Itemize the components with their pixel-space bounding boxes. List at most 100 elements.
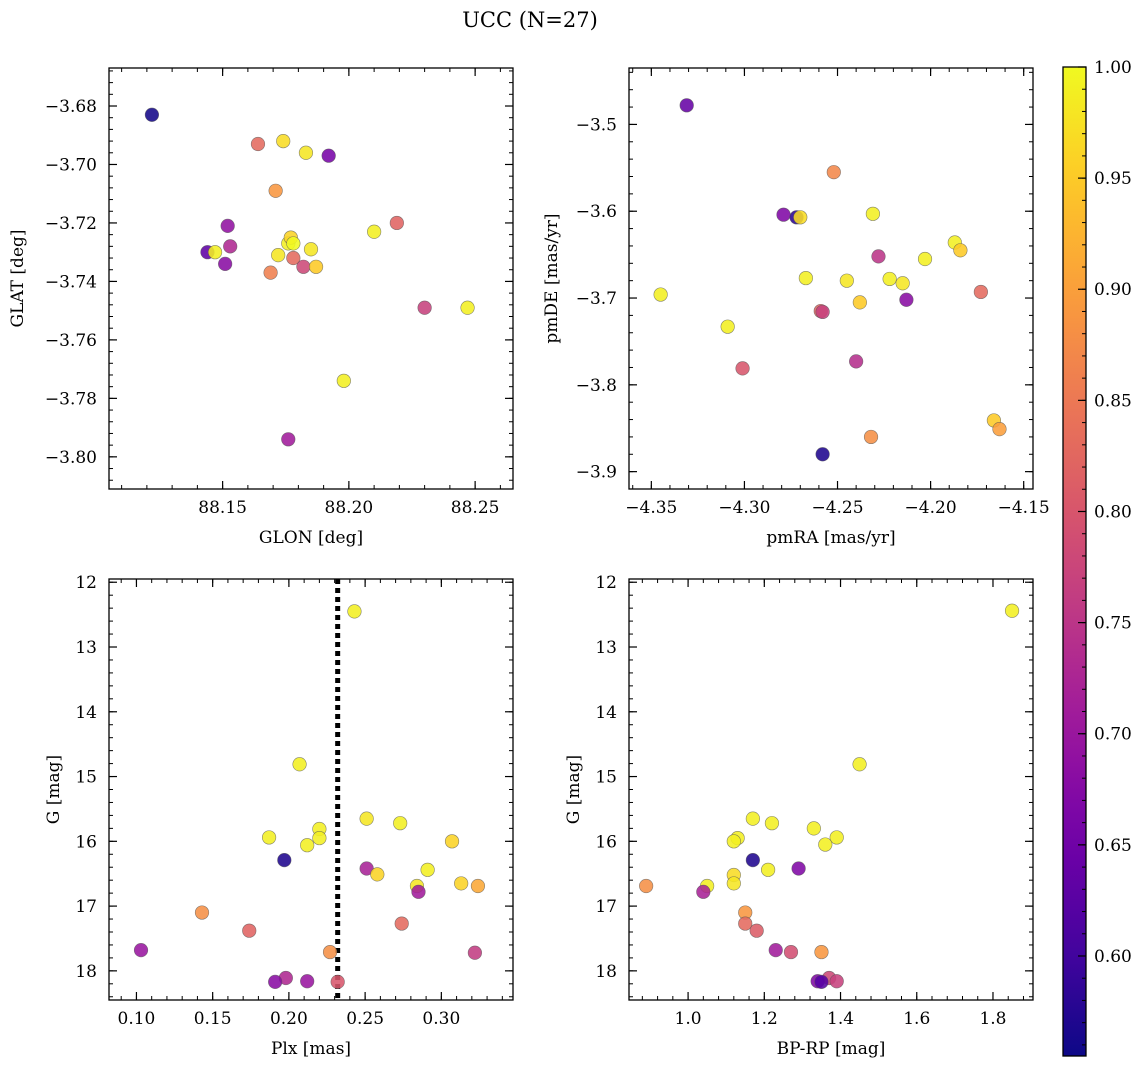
axes-frame [108, 578, 514, 1001]
y-tick-label: −3.76 [45, 331, 97, 351]
data-point [882, 271, 897, 287]
data-point [764, 816, 780, 831]
data-point [359, 811, 374, 826]
data-point [263, 265, 278, 280]
figure-title: UCC (N=27) [462, 8, 598, 32]
data-point [298, 145, 314, 160]
data-point [726, 834, 741, 849]
data-point [277, 852, 292, 868]
y-tick-label: 15 [75, 768, 97, 788]
y-tick-label: 12 [75, 573, 97, 593]
x-tick-label: −4.30 [718, 498, 770, 518]
data-point [281, 432, 296, 447]
data-point [308, 259, 324, 274]
data-point [296, 259, 311, 274]
x-tick-label: 88.15 [198, 498, 247, 518]
data-point [223, 239, 238, 254]
data-point [330, 974, 345, 989]
data-point [207, 245, 223, 260]
data-point [218, 256, 233, 271]
y-tick-label: −3.78 [45, 389, 97, 409]
x-axis-label: Plx [mas] [271, 1039, 351, 1059]
data-point [194, 905, 210, 920]
data-point [268, 974, 283, 989]
y-tick-label: −3.72 [45, 214, 97, 234]
x-tick-label: 88.25 [451, 498, 500, 518]
y-tick-label: 13 [595, 638, 617, 658]
data-point [133, 943, 149, 958]
axes-frame [628, 578, 1034, 1001]
data-point [815, 304, 830, 320]
colorbar-tick-label: 0.60 [1094, 947, 1132, 967]
data-point [852, 757, 867, 772]
data-point [829, 830, 844, 845]
data-point [321, 148, 336, 163]
data-point [745, 811, 760, 826]
data-point [849, 354, 864, 369]
data-point [791, 861, 806, 876]
data-point [268, 183, 283, 198]
x-tick-label: 88.20 [325, 498, 374, 518]
y-tick-label: −3.7 [576, 289, 617, 309]
data-point [336, 373, 351, 388]
data-point [899, 292, 914, 307]
data-point [1004, 603, 1020, 618]
data-point [454, 876, 469, 891]
y-axis-label: G [mag] [564, 755, 584, 824]
y-tick-label: 14 [595, 703, 617, 723]
data-point [286, 236, 301, 251]
data-point [411, 884, 426, 899]
panel-2: −4.35 −4.30 −4.25 −4.20 −4.15 −3.5 −3.6 −3.7 −3.… [542, 67, 1050, 548]
data-point [393, 816, 408, 831]
x-tick-label: 0.25 [346, 1009, 384, 1029]
data-point [242, 923, 257, 938]
panel-1: 88.15 88.20 88.25 −3.68 −3.70 −3.72 −3.74 −3.76… [8, 67, 514, 548]
colorbar-tick-label: 0.75 [1094, 614, 1132, 634]
data-point [322, 944, 338, 960]
y-tick-label: −3.9 [576, 463, 617, 483]
colorbar-tick-label: 0.90 [1094, 280, 1132, 300]
y-tick-label: −3.6 [576, 202, 617, 222]
points-group [133, 604, 486, 989]
panel-3: 0.10 0.15 0.20 0.25 0.30 12 13 14 15 16 17 18 Plx [m… [44, 573, 514, 1059]
x-axis-label: BP-RP [mag] [777, 1039, 886, 1059]
colorbar-tick-label: 0.70 [1094, 725, 1132, 745]
colorbar-tick-label: 0.95 [1094, 169, 1132, 189]
data-point [895, 276, 910, 291]
colorbar: 0.60 0.65 0.70 0.75 0.80 0.85 0.90 0.95 1.00 [1062, 58, 1132, 1057]
y-tick-label: 12 [595, 573, 617, 593]
colorbar-tick-label: 1.00 [1094, 58, 1132, 78]
x-tick-label: −4.35 [625, 498, 677, 518]
panel-4: 1.0 1.2 1.4 1.6 1.8 12 13 14 15 16 17 18 BP-RP [mag]… [564, 573, 1034, 1059]
x-axis-label: pmRA [mas/yr] [766, 528, 895, 548]
colorbar-tick-label: 0.65 [1094, 836, 1132, 856]
y-axis-label: pmDE [mas/yr] [542, 213, 562, 343]
data-point [639, 878, 654, 894]
data-point [653, 287, 668, 302]
y-tick-label: −3.8 [576, 376, 617, 396]
data-point [220, 218, 235, 233]
x-tick-label: 0.30 [422, 1009, 460, 1029]
y-tick-label: 13 [75, 638, 97, 658]
data-point [444, 834, 460, 849]
data-point [367, 224, 382, 239]
y-tick-label: 18 [595, 962, 617, 982]
data-point [312, 830, 327, 846]
data-point [370, 867, 385, 882]
data-point [460, 300, 475, 315]
data-point [420, 862, 435, 877]
data-point [250, 136, 266, 152]
data-point [300, 838, 315, 853]
data-point [303, 242, 319, 257]
x-tick-label: 0.20 [270, 1009, 308, 1029]
data-point [389, 215, 404, 231]
x-tick-label: 1.6 [903, 1009, 930, 1029]
data-point [745, 852, 760, 868]
y-tick-label: 15 [595, 768, 617, 788]
data-point [696, 884, 711, 899]
points-group [653, 98, 1007, 462]
data-point [300, 974, 315, 989]
data-point [798, 270, 813, 286]
